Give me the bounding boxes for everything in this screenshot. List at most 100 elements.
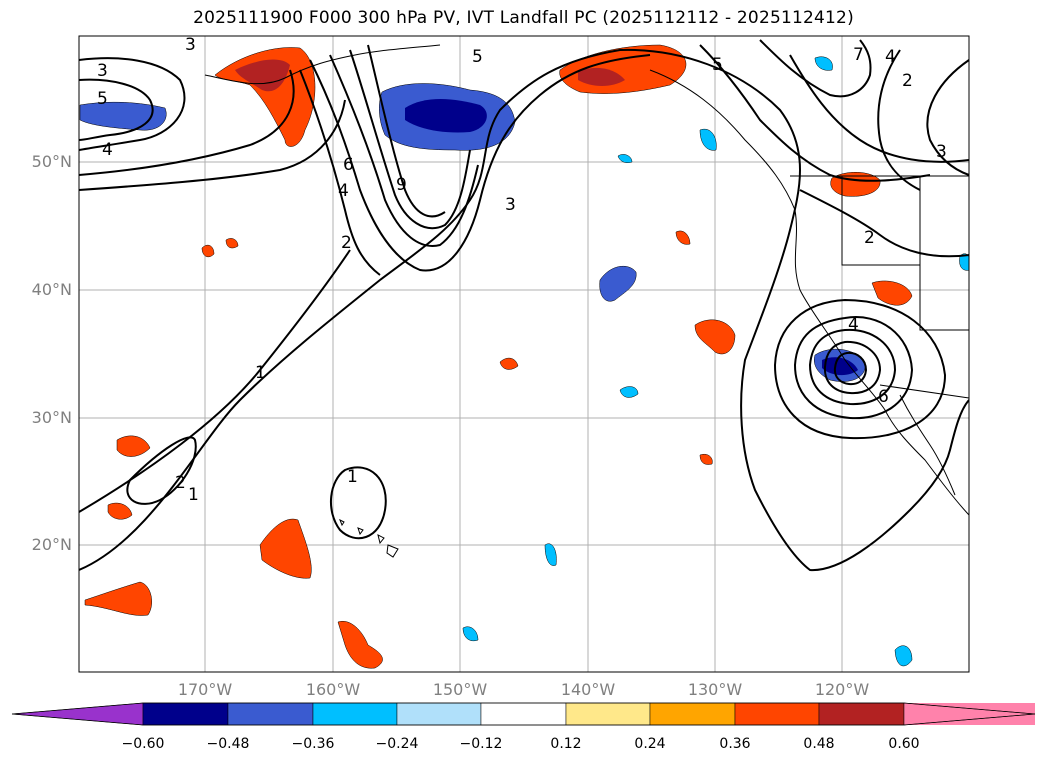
pv-contour-trough-4: [329, 54, 479, 247]
pv-contour-cutoff-4: [833, 351, 868, 386]
shade-blob-small-5: [225, 238, 239, 249]
shade-blob-small-4: [201, 244, 215, 258]
contour-label-6-trough: 6: [343, 155, 354, 175]
pv-contour-cutoff-2: [808, 328, 897, 406]
coast-baja: [899, 394, 956, 496]
state-line-1: [841, 176, 920, 266]
pv-contour-trough-5: [349, 49, 471, 230]
shade-blob-mid-2: [871, 280, 913, 306]
colorbar-outline: [11, 702, 1036, 726]
contour-label-2-west-loop: 2: [175, 473, 186, 493]
shade-blob-small-blue-3: [462, 626, 479, 642]
colorbar-tick-7: 0.24: [634, 736, 666, 752]
pv-contour-west-2: [79, 69, 295, 176]
pv-contour-1-hawaii-loop: [329, 466, 387, 540]
contour-label-2-trough: 2: [341, 233, 352, 253]
pv-contour-west-3: [79, 57, 186, 151]
lon-label-160w: 160°W: [305, 680, 361, 699]
pv-contour-west-1: [79, 99, 346, 191]
contour-label-2-east: 2: [902, 71, 913, 91]
pv-contour-1-north: [79, 249, 351, 513]
shade-blob-aleutian-core: [235, 59, 290, 92]
coastlines: [204, 44, 969, 558]
shade-blob-cutoff-core: [822, 357, 858, 376]
colorbar-tick-9: 0.48: [803, 736, 835, 752]
colorbar-bin-4: [396, 702, 482, 726]
pv-contour-east-2: [877, 49, 921, 191]
contour-label-4-trough: 4: [338, 181, 349, 201]
contour-label-7-east: 7: [853, 45, 864, 65]
colorbar-tick-10: 0.60: [888, 736, 920, 752]
pv-contour-east-5: [699, 44, 931, 182]
shade-blob-west-pac-1: [259, 518, 312, 579]
shade-blob-small-7: [699, 454, 713, 465]
lat-label-30n: 30°N: [31, 408, 72, 427]
contour-label-3-east: 3: [936, 142, 947, 162]
border-us-mexico: [879, 384, 969, 399]
shade-blob-small-blue-6: [814, 56, 833, 71]
shade-blob-gulf-core: [578, 67, 625, 86]
shade-blob-small-2: [116, 435, 151, 457]
contour-label-5-west: 5: [97, 89, 108, 109]
lat-label-20n: 20°N: [31, 535, 72, 554]
contour-label-9-trough: 9: [396, 175, 407, 195]
colorbar: [11, 702, 1036, 726]
pv-contour-east-6: [759, 39, 872, 98]
shade-blob-small-blue-7: [617, 154, 633, 163]
negative-shading: [79, 56, 969, 667]
shade-blob-small-blue-2: [544, 543, 557, 566]
shade-blob-small-1: [499, 357, 519, 370]
pv-contour-cutoff-outer: [773, 298, 947, 440]
pv-contour-labels: 3 3 5 4 6 4 2 9 3 5 5 7 4 2 3 2 4 6 1 2 …: [97, 35, 947, 505]
hawaii-islands: [339, 518, 399, 558]
shade-blob-small-6: [675, 230, 691, 245]
shade-blob-small-blue-5: [699, 128, 717, 151]
contour-label-3-gulf: 3: [505, 195, 516, 215]
shade-blob-hawaii-south: [337, 620, 383, 669]
shade-blob-small-blue-1: [619, 386, 639, 398]
contour-label-4-east: 4: [885, 47, 896, 67]
colorbar-extend-low: [11, 702, 144, 726]
colorbar-tick-2: −0.48: [206, 736, 250, 752]
lon-label-130w: 130°W: [687, 680, 743, 699]
contour-label-2-rockies: 2: [864, 228, 875, 248]
contour-label-5-east: 5: [712, 55, 723, 75]
colorbar-tick-8: 0.36: [719, 736, 751, 752]
contour-label-5-gulf: 5: [472, 47, 483, 67]
pv-contour-trough-7: [299, 69, 381, 276]
colorbar-bin-9: [818, 702, 905, 726]
lon-label-120w: 120°W: [814, 680, 870, 699]
pv-contour-trough-3: [309, 54, 651, 272]
colorbar-bin-7: [649, 702, 736, 726]
colorbar-bin-8: [734, 702, 820, 726]
pv-contour-east-rockies: [799, 189, 969, 258]
map-border: [78, 35, 970, 673]
colorbar-tick-5: −0.12: [459, 736, 503, 752]
state-line-2: [919, 176, 969, 331]
colorbar-tick-4: −0.24: [375, 736, 419, 752]
contour-label-4-west: 4: [102, 140, 113, 160]
lon-label-150w: 150°W: [432, 680, 488, 699]
pv-contour-1-south: [79, 48, 969, 572]
colorbar-tick-6: 0.12: [550, 736, 582, 752]
shade-blob-small-blue-8: [959, 253, 969, 271]
shade-blob-small-blue-4: [894, 645, 913, 667]
shade-blob-mid-1: [694, 319, 736, 355]
pv-contour-cutoff-1: [793, 316, 914, 420]
coast-north-america: [649, 69, 969, 516]
lon-label-170w: 170°W: [177, 680, 233, 699]
lat-label-40n: 40°N: [31, 280, 72, 299]
contour-label-4-cutoff: 4: [848, 315, 859, 335]
shade-blob-mid-blue: [599, 265, 637, 302]
contour-label-3-top: 3: [185, 35, 196, 55]
shade-blob-low-center-core: [405, 99, 487, 133]
colorbar-bin-2: [227, 702, 314, 726]
pv-contour-trough-6: [367, 44, 446, 218]
shade-blob-small-3: [107, 502, 133, 520]
pv-contour-cutoff-3: [823, 340, 882, 395]
contour-label-3-west: 3: [97, 61, 108, 81]
map-title: 2025111900 F000 300 hPa PV, IVT Landfall…: [193, 8, 854, 28]
contour-label-1-west-loop: 1: [188, 485, 199, 505]
colorbar-tick-1: −0.60: [121, 736, 165, 752]
